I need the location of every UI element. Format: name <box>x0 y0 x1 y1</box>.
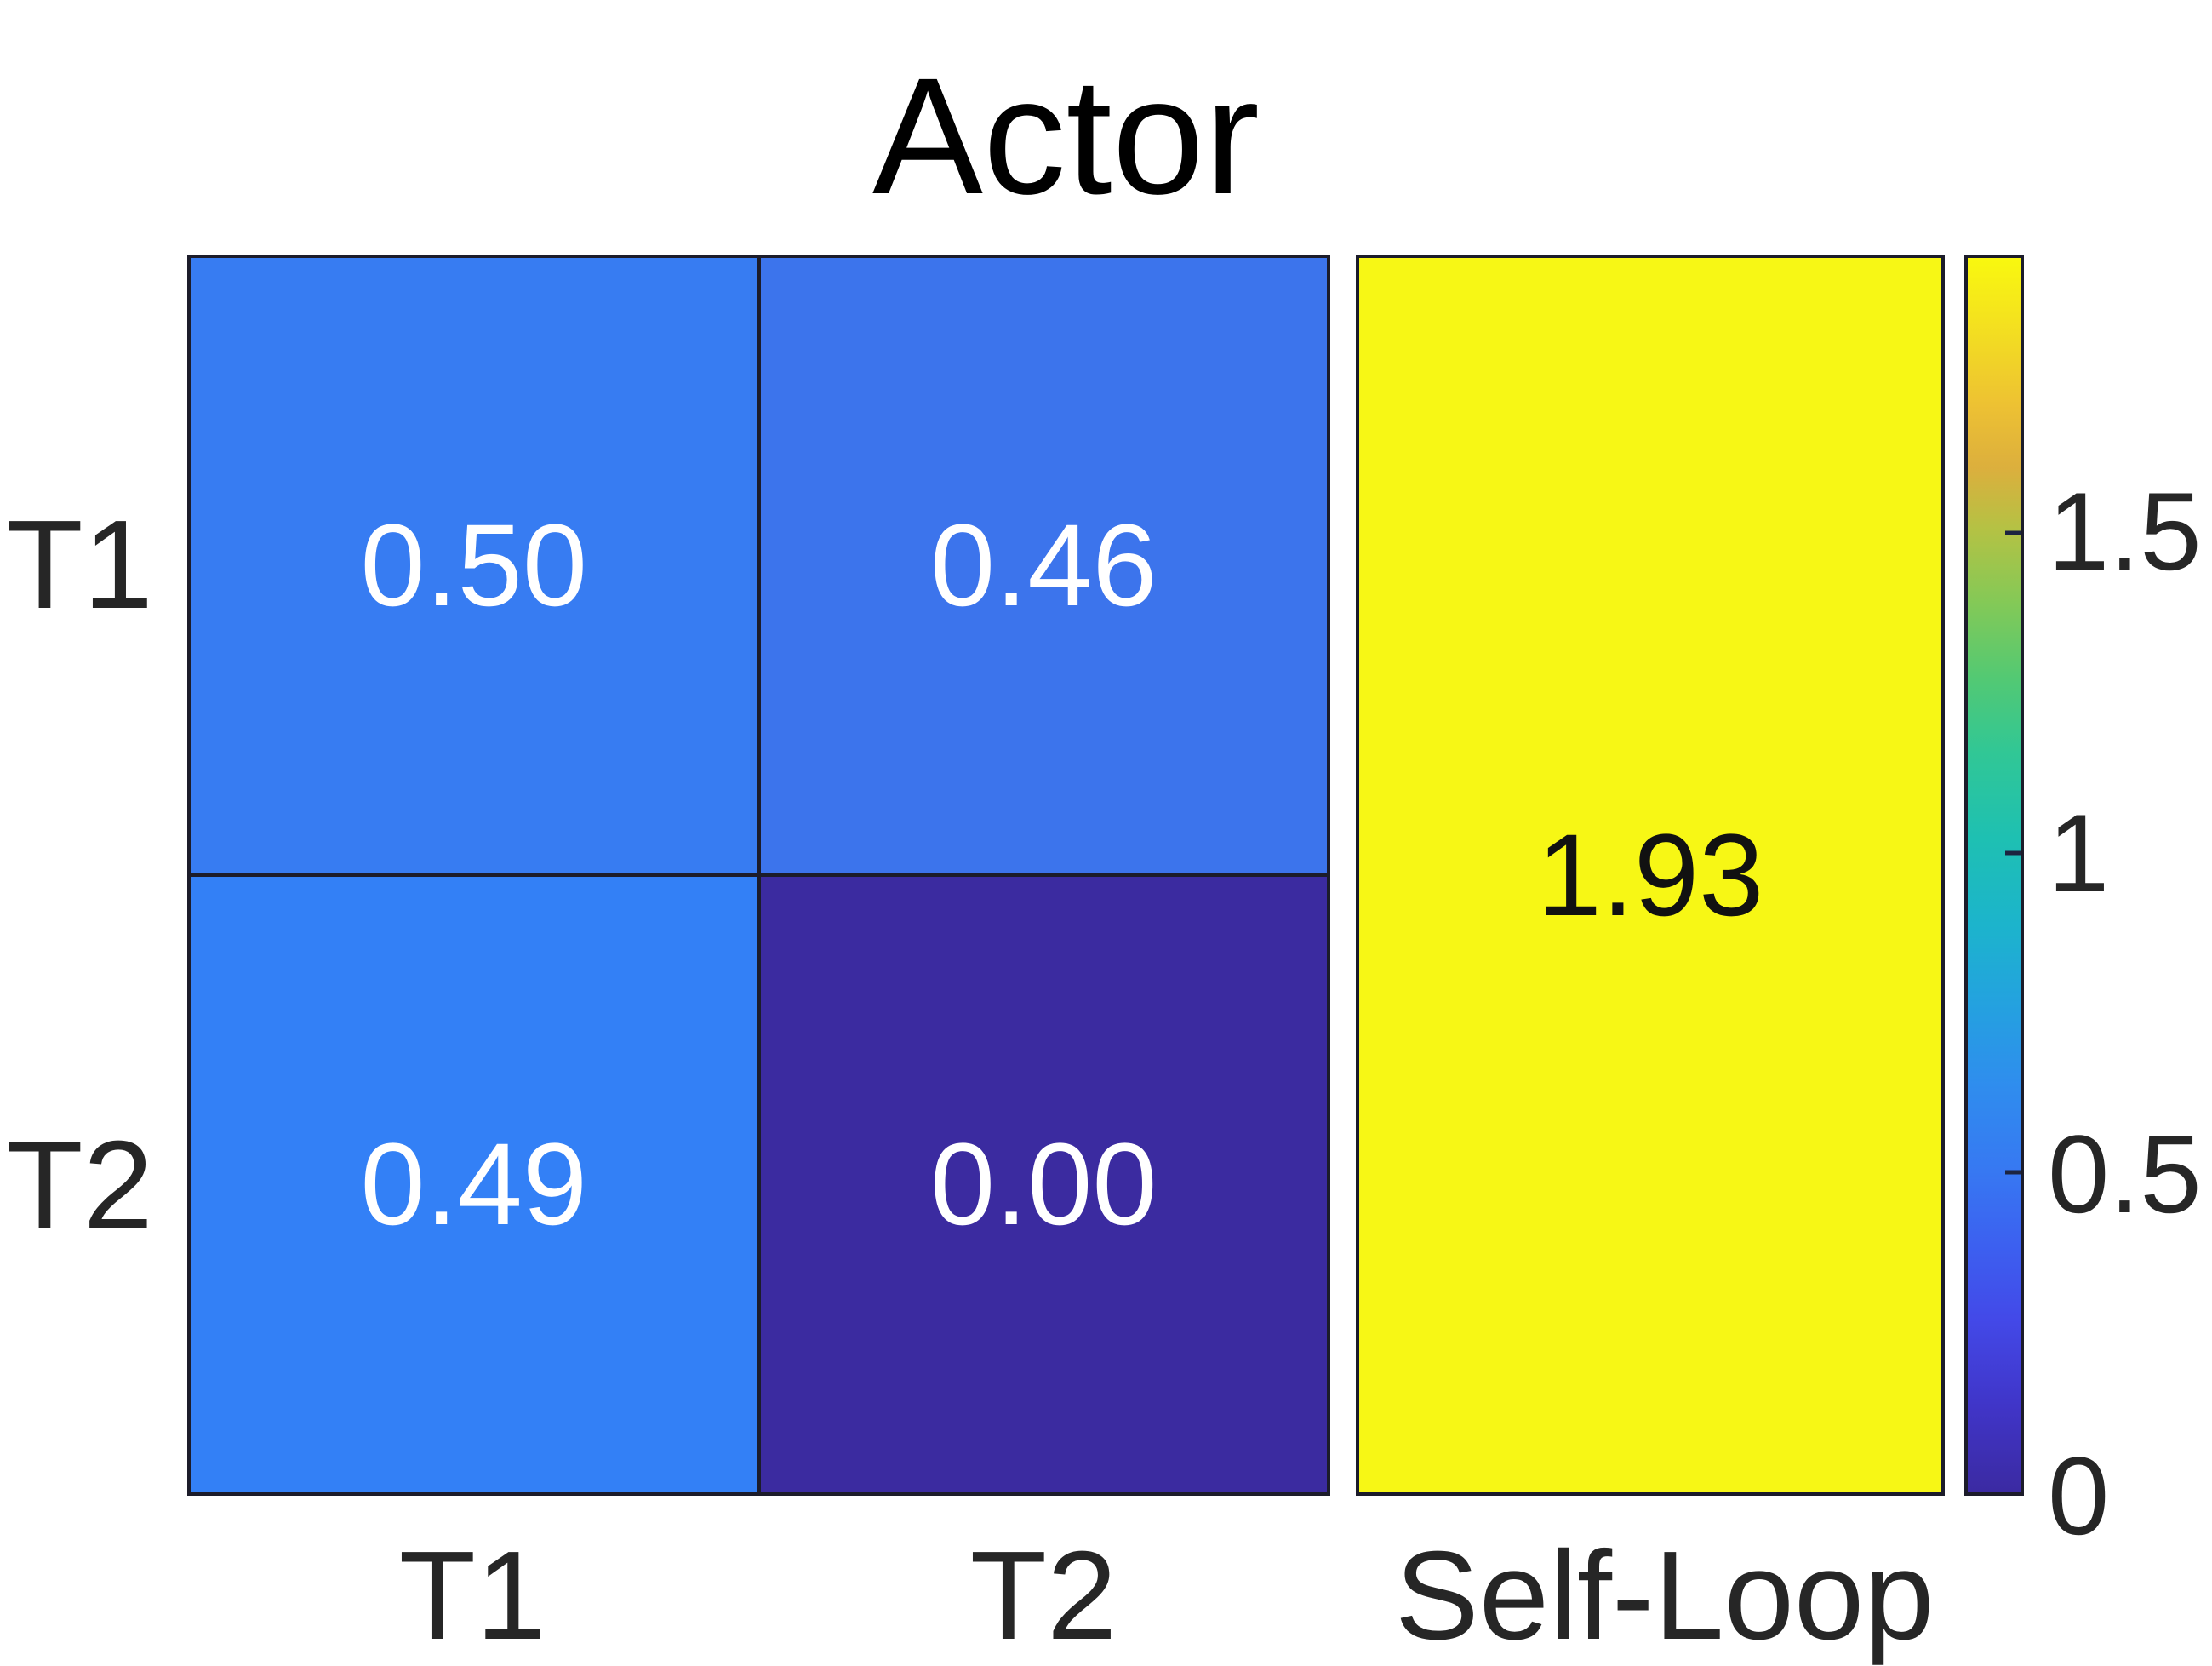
x-axis-label-t1: T1 <box>398 1526 546 1666</box>
self-loop-cell: 1.93 <box>1356 255 1945 1496</box>
colorbar-tick-mark <box>2005 1170 2021 1175</box>
colorbar-tick-label: 1.5 <box>2048 468 2202 593</box>
x-axis-label-t2: T2 <box>969 1526 1117 1666</box>
heatmap-cell-t2-t1: 0.49 <box>191 877 757 1492</box>
colorbar-tick-mark <box>2005 850 2021 856</box>
heatmap-cell-t1-t2: 0.46 <box>760 258 1327 873</box>
colorbar-tick-label: 0 <box>2048 1434 2110 1558</box>
chart-title: Actor <box>872 43 1260 229</box>
colorbar-tick-labels: 0 0.5 1 1.5 <box>2048 255 2211 1558</box>
heatmap-matrix: 0.50 0.46 0.49 0.00 <box>187 255 1330 1496</box>
colorbar-tick-label: 0.5 <box>2048 1112 2202 1237</box>
heatmap-cell-t1-t1: 0.50 <box>191 258 757 873</box>
y-axis-label-t1: T1 <box>6 495 153 635</box>
colorbar-tick-mark <box>2005 530 2021 535</box>
colorbar <box>1964 255 2024 1496</box>
colorbar-tick-label: 1 <box>2048 790 2110 915</box>
x-axis-label-self-loop: Self-Loop <box>1395 1526 1935 1666</box>
y-axis-label-t2: T2 <box>6 1115 153 1256</box>
heatmap-cell-t2-t2: 0.00 <box>760 877 1327 1492</box>
